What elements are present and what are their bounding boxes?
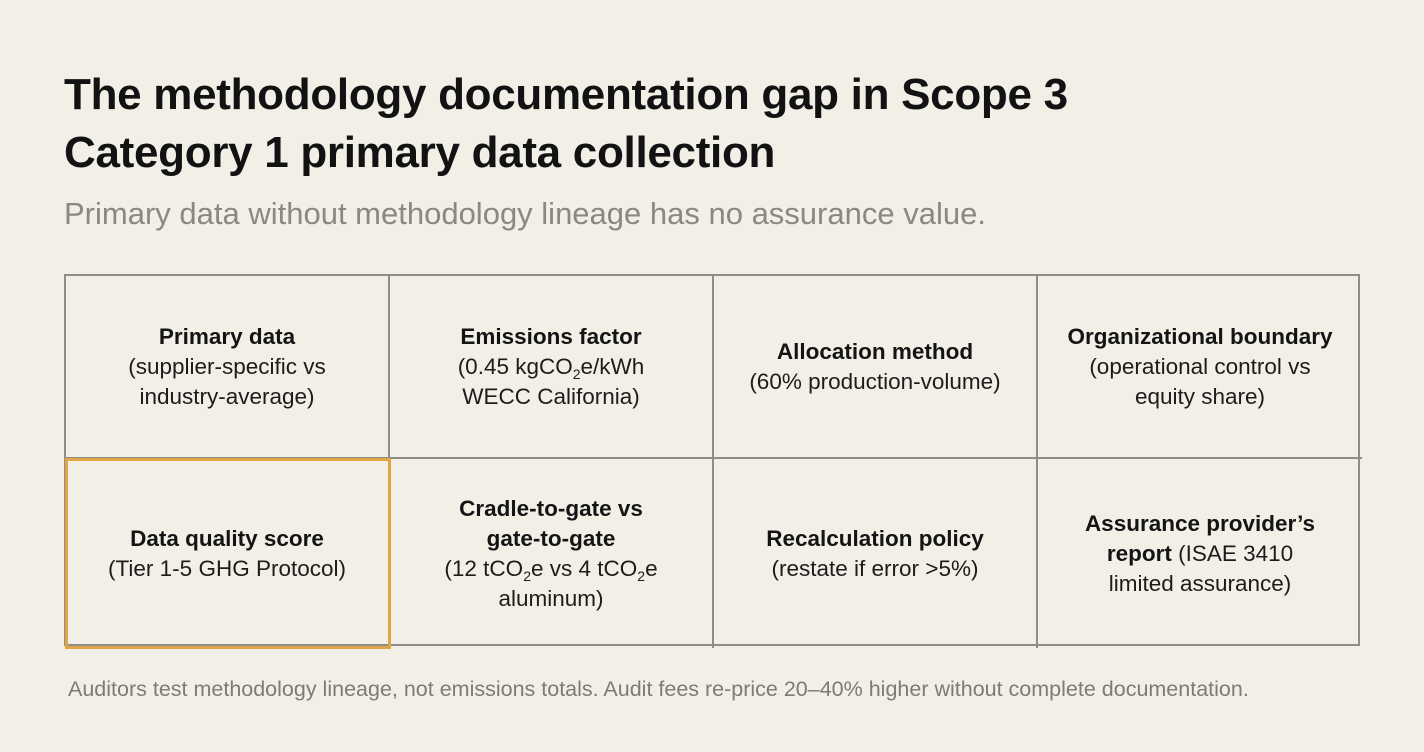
page-title: The methodology documentation gap in Sco… [64,66,1264,182]
subscript: 2 [637,567,646,584]
cell-label: report [1106,540,1172,566]
cell-detail: (0.45 kgCO2e/kWh [458,352,645,382]
detail-text: e/kWh [580,353,645,379]
cell-detail: aluminum) [498,585,604,611]
cell-label: gate-to-gate [486,525,616,551]
cell-label: Primary data [158,323,296,349]
cell-label: Organizational boundary [1067,323,1333,349]
cell-label-with-detail: report (ISAE 3410 [1085,539,1315,569]
cell-label: Data quality score [130,525,324,551]
cell-detail: (operational control vs [1089,353,1311,379]
page-subtitle: Primary data without methodology lineage… [64,196,986,231]
cell-detail: (supplier-specific vs [128,353,326,379]
cell-organizational-boundary: Organizational boundary (operational con… [1038,276,1362,459]
cell-allocation-method: Allocation method (60% production-volume… [714,276,1038,459]
cell-assurance-report: Assurance provider’s report (ISAE 3410 l… [1038,459,1362,648]
cell-recalculation-policy: Recalculation policy (restate if error >… [714,459,1038,648]
cell-label: Emissions factor [460,323,642,349]
cell-label: Allocation method [776,338,974,364]
cell-detail: equity share) [1134,383,1266,409]
detail-text: e vs 4 tCO [530,555,638,581]
cell-detail: (ISAE 3410 [1171,540,1294,566]
cell-primary-data: Primary data (supplier-specific vs indus… [66,276,390,459]
subscript: 2 [572,365,581,382]
cell-cradle-to-gate: Cradle-to-gate vs gate-to-gate (12 tCO2e… [390,459,714,648]
subscript: 2 [523,567,531,584]
footer-note: Auditors test methodology lineage, not e… [68,677,1249,701]
cell-label: Assurance provider’s [1084,510,1316,536]
detail-text: (12 tCO [444,555,524,581]
cell-detail: industry-average) [139,383,315,409]
cell-label: Recalculation policy [766,525,984,551]
detail-text: (0.45 kgCO [457,353,573,379]
cell-detail: limited assurance) [1108,570,1292,596]
title-line-2: Category 1 primary data collection [64,128,776,177]
cell-detail: (Tier 1-5 GHG Protocol) [108,555,346,581]
cell-data-quality-score: Data quality score (Tier 1-5 GHG Protoco… [65,458,391,649]
title-line-1: The methodology documentation gap in Sco… [64,70,1068,119]
cell-detail: (12 tCO2e vs 4 tCO2e [444,554,657,584]
cell-detail: (60% production-volume) [749,368,1001,394]
detail-text: e [645,555,658,581]
cell-detail: WECC California) [462,383,640,409]
cell-detail: (restate if error >5%) [771,555,979,581]
methodology-grid: Primary data (supplier-specific vs indus… [64,274,1362,649]
cell-label: Cradle-to-gate vs [459,495,643,521]
cell-emissions-factor: Emissions factor (0.45 kgCO2e/kWh WECC C… [390,276,714,459]
